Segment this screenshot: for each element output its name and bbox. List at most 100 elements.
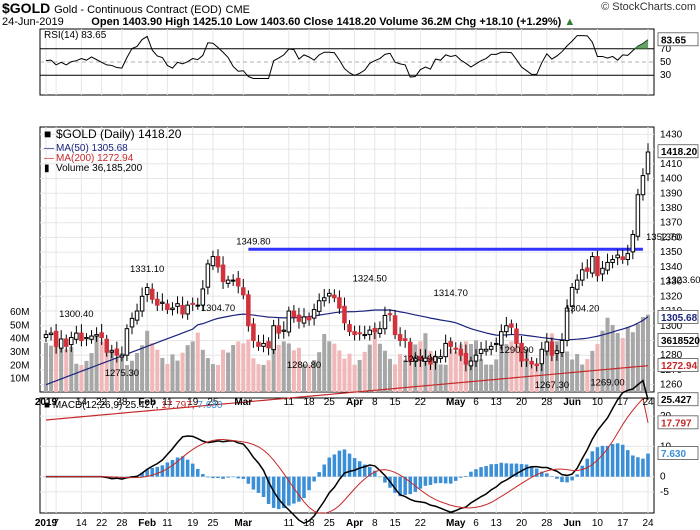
volume-bar — [246, 339, 251, 392]
macd-histogram-bar — [256, 476, 261, 493]
macd-histogram-bar — [140, 472, 144, 477]
volume-bar — [403, 359, 408, 392]
candle-down — [529, 360, 534, 365]
x-tick-label-bottom: 11 — [162, 518, 173, 529]
macd-histogram-bar — [545, 473, 549, 477]
macd-histogram-bar — [560, 476, 564, 483]
ma50-tag-text: 1305.68 — [661, 313, 698, 324]
macd-histogram-bar — [529, 466, 534, 477]
volume-bar — [640, 317, 645, 392]
legend-icon: ▮ — [44, 163, 50, 174]
legend-entry: MA(50) 1305.68 — [56, 143, 128, 154]
candle-down — [114, 348, 120, 356]
candle-up — [48, 332, 54, 336]
candle-down — [519, 342, 524, 362]
candle-up — [94, 334, 99, 337]
price-tick-label: 1320 — [660, 291, 683, 302]
volume-bar — [332, 343, 337, 392]
candle-up — [610, 259, 615, 263]
candle-down — [53, 330, 59, 347]
candle-up — [124, 328, 130, 356]
volume-bar — [347, 353, 352, 392]
volume-bar — [509, 341, 514, 392]
rsi-tick-label: 30 — [660, 70, 672, 81]
price-tick-label: 1370 — [660, 218, 683, 229]
volume-bar — [276, 344, 281, 392]
candle-down — [352, 331, 357, 336]
volume-bar — [367, 344, 372, 392]
volume-bar — [69, 346, 74, 392]
x-tick-label-bottom: Feb — [138, 518, 156, 529]
x-tick-label: 7 — [53, 397, 59, 408]
macd-histogram-bar — [393, 476, 397, 493]
volume-bar — [484, 364, 489, 392]
macd-label-signal: 17.797, — [161, 400, 197, 411]
candle-up — [160, 301, 165, 304]
candle-up — [499, 331, 504, 346]
volume-bar — [64, 349, 69, 392]
price-tick-label: 1330 — [660, 277, 683, 288]
candle-up — [645, 151, 651, 175]
rsi-overbought-fill — [632, 39, 648, 49]
macd-histogram-bar — [570, 476, 574, 481]
candle-up — [554, 350, 560, 354]
macd-histogram-bar — [615, 443, 620, 477]
volume-bar — [408, 351, 413, 392]
candle-up — [144, 286, 150, 296]
macd-histogram-bar — [524, 464, 529, 477]
volume-bar — [514, 344, 519, 392]
macd-histogram-bar — [610, 444, 615, 477]
macd-histogram-bar — [550, 476, 554, 477]
candle-up — [488, 345, 494, 350]
volume-bar — [433, 359, 438, 392]
macd-histogram-bar — [418, 476, 423, 489]
candle-down — [524, 358, 529, 361]
x-tick-label: 11 — [284, 397, 295, 408]
candle-up — [640, 175, 646, 196]
copyright: © StockCharts.com — [601, 1, 696, 13]
macd-histogram-bar — [287, 476, 291, 506]
volume-bar — [226, 352, 231, 392]
macd-histogram-bar — [322, 464, 327, 477]
macd-histogram-bar — [337, 450, 342, 477]
macd-histogram-bar — [636, 457, 640, 477]
rsi-label: RSI(14) 83.65 — [44, 30, 107, 41]
candle-up — [271, 325, 276, 351]
macd-histogram-bar — [236, 476, 241, 479]
volume-bar — [544, 351, 549, 392]
price-tick-label: 1360 — [660, 232, 683, 243]
x-tick-label-bottom: 15 — [389, 518, 401, 529]
x-tick-label: 17 — [617, 397, 629, 408]
legend-icon: ■ — [44, 127, 51, 141]
macd-histogram-bar — [539, 471, 544, 477]
candle-down — [342, 305, 347, 324]
x-tick-label-bottom: Apr — [346, 518, 363, 529]
candle-down — [387, 313, 393, 316]
candle-up — [327, 292, 332, 297]
candle-up — [58, 338, 64, 349]
macd-histogram-bar — [580, 465, 585, 477]
volume-bar — [428, 350, 433, 392]
volume-bar — [49, 345, 54, 392]
macd-histogram-bar — [342, 449, 347, 477]
candle-up — [119, 354, 125, 358]
candle-down — [332, 294, 337, 299]
price-annotation: 1323.60 — [666, 275, 700, 286]
macd-histogram-bar — [302, 476, 306, 499]
candle-up — [504, 325, 509, 333]
volume-bar — [504, 344, 509, 392]
rsi-line — [45, 35, 649, 79]
volume-bar — [372, 330, 377, 392]
volume-bar — [565, 351, 570, 392]
volume-bar — [413, 344, 418, 392]
candle-down — [620, 256, 625, 261]
price-tick-label: 1400 — [660, 174, 683, 185]
volume-bar — [585, 359, 590, 392]
macd-histogram-bar — [261, 476, 266, 497]
candle-down — [63, 338, 69, 347]
price-annotation: 1275.30 — [105, 368, 139, 379]
candle-down — [407, 341, 413, 362]
candle-up — [200, 288, 206, 306]
macd-histogram-bar — [504, 463, 509, 477]
macd-histogram-bar — [373, 470, 377, 477]
